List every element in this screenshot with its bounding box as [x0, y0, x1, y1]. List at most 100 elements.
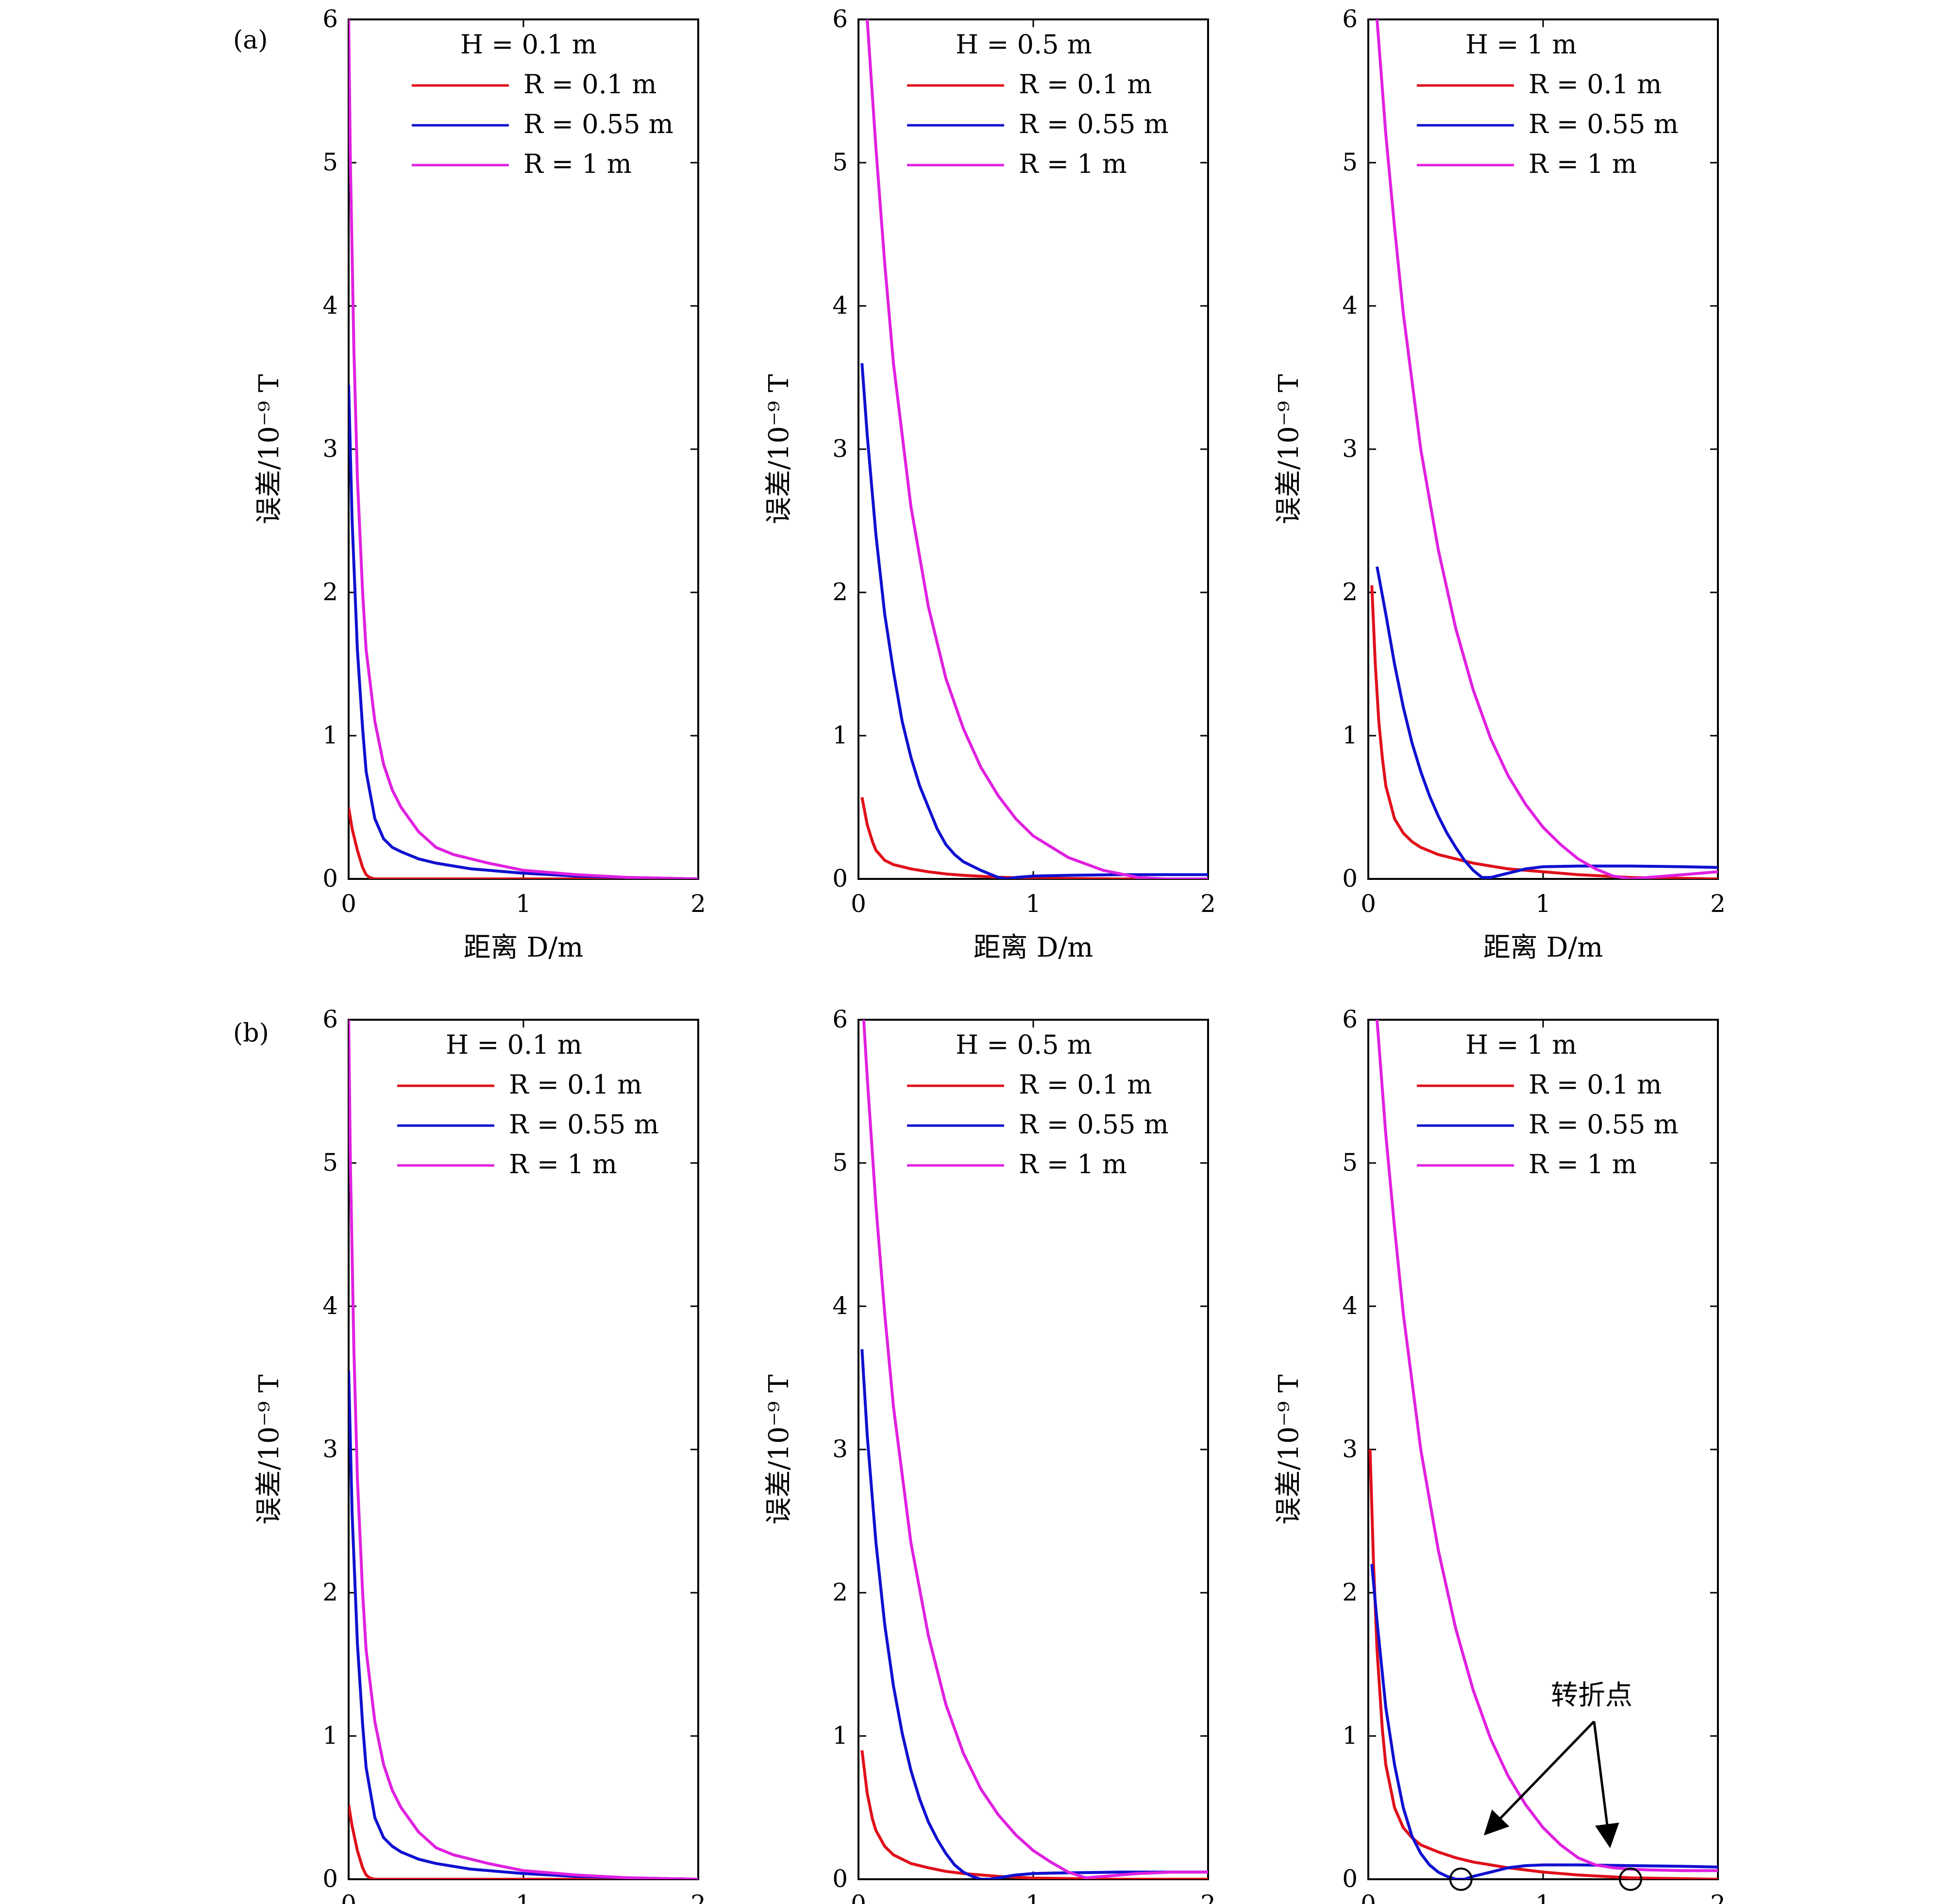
y-tick-label: 2	[832, 1578, 848, 1606]
legend-label-0: R = 0.1 m	[509, 1069, 642, 1100]
y-tick-label: 1	[1342, 721, 1358, 749]
legend-label-2: R = 1 m	[1529, 149, 1637, 179]
y-tick-label: 3	[322, 435, 338, 463]
y-tick-label: 0	[1342, 864, 1358, 893]
x-tick-label: 2	[1710, 890, 1726, 918]
series-line-1	[1376, 566, 1718, 879]
legend-title: H = 0.5 m	[956, 1029, 1092, 1060]
x-tick-label: 1	[516, 890, 531, 918]
y-tick-label: 6	[322, 5, 338, 33]
legend-label-2: R = 1 m	[509, 1149, 617, 1179]
x-tick-label: 2	[1200, 1890, 1216, 1904]
y-tick-label: 6	[832, 1005, 848, 1033]
y-tick-label: 3	[1342, 435, 1358, 463]
chart-panel-a-1: 0 1 2 3 4 5 6 0 1 2 距离 D/m 误差/10⁻⁹ T H = 0.5 m R = 0.…	[763, 5, 1216, 963]
y-tick-label: 1	[322, 721, 338, 749]
y-tick-label: 2	[1342, 1578, 1358, 1606]
y-axis-label: 误差/10⁻⁹ T	[763, 374, 795, 524]
x-tick-label: 0	[341, 890, 356, 918]
legend-label-0: R = 0.1 m	[523, 69, 656, 100]
series-line-2	[349, 19, 698, 879]
legend-label-0: R = 0.1 m	[1019, 69, 1152, 100]
y-tick-label: 4	[832, 291, 848, 320]
series-line-2	[866, 19, 1208, 879]
y-tick-label: 6	[1342, 1005, 1358, 1033]
annotation-arrow-1	[1593, 1721, 1619, 1849]
x-axis-label: 距离 D/m	[464, 932, 584, 963]
y-tick-label: 4	[1342, 291, 1358, 320]
legend-title: H = 0.1 m	[460, 29, 597, 60]
y-tick-label: 0	[1342, 1865, 1358, 1893]
legend-label-1: R = 0.55 m	[1019, 1109, 1169, 1140]
y-tick-label: 0	[832, 1865, 848, 1893]
series-line-1	[349, 1370, 698, 1879]
series-line-2	[1376, 1020, 1718, 1872]
y-tick-label: 3	[322, 1435, 338, 1463]
x-axis-label: 距离 D/m	[974, 932, 1093, 963]
series-line-1	[1370, 1564, 1718, 1879]
y-tick-label: 0	[322, 864, 338, 893]
series-line-2	[349, 1020, 698, 1879]
legend-label-1: R = 0.55 m	[1019, 109, 1169, 139]
x-tick-label: 1	[1535, 890, 1551, 918]
x-tick-label: 1	[516, 1890, 531, 1904]
series-line-0	[1370, 585, 1718, 879]
x-tick-label: 0	[1361, 1890, 1376, 1904]
legend-label-0: R = 0.1 m	[1529, 69, 1662, 100]
y-axis-label: 误差/10⁻⁹ T	[763, 1374, 795, 1524]
y-tick-label: 4	[322, 291, 338, 320]
legend-label-2: R = 1 m	[1019, 1149, 1127, 1179]
legend-label-0: R = 0.1 m	[1529, 1069, 1662, 1100]
legend-label-2: R = 1 m	[1529, 1149, 1637, 1179]
x-tick-label: 1	[1025, 890, 1041, 918]
annotation-label: 转折点	[1551, 1680, 1632, 1711]
y-tick-label: 0	[832, 864, 848, 893]
legend-title: H = 1 m	[1465, 1029, 1577, 1060]
y-tick-label: 5	[832, 148, 848, 176]
turning-point-circle-1	[1619, 1868, 1642, 1891]
turning-point-circle-0	[1449, 1868, 1473, 1891]
y-tick-label: 3	[832, 435, 848, 463]
legend-title: H = 1 m	[1465, 29, 1577, 60]
y-axis-label: 误差/10⁻⁹ T	[253, 1374, 285, 1524]
legend-title: H = 0.1 m	[446, 1029, 582, 1060]
y-axis-label: 误差/10⁻⁹ T	[1273, 374, 1305, 524]
x-tick-label: 0	[851, 890, 866, 918]
series-line-0	[349, 1804, 698, 1879]
y-tick-label: 5	[322, 1148, 338, 1177]
annotation-arrow-0	[1483, 1720, 1595, 1836]
x-tick-label: 2	[1710, 1890, 1726, 1904]
chart-panel-a-0: 0 1 2 3 4 5 6 0 1 2 距离 D/m 误差/10⁻⁹ T H = 0.1 m R = 0.…	[253, 5, 706, 963]
y-tick-label: 5	[1342, 1148, 1358, 1177]
series-line-1	[860, 1349, 1208, 1879]
series-line-2	[1376, 19, 1718, 879]
y-axis-label: 误差/10⁻⁹ T	[1273, 1374, 1305, 1524]
legend-label-0: R = 0.1 m	[1019, 1069, 1152, 1100]
y-tick-label: 2	[322, 1578, 338, 1606]
charts-container: 0 1 2 3 4 5 6 0 1 2 距离 D/m 误差/10⁻⁹ T H = 0.1 m R = 0.…	[253, 5, 1726, 1904]
y-tick-label: 5	[322, 148, 338, 176]
y-tick-label: 5	[832, 1148, 848, 1177]
y-tick-label: 1	[1342, 1721, 1358, 1750]
series-line-1	[349, 385, 698, 879]
y-tick-label: 6	[832, 5, 848, 33]
x-tick-label: 2	[690, 1890, 706, 1904]
y-tick-label: 4	[1342, 1292, 1358, 1320]
series-line-0	[860, 1750, 1208, 1879]
x-tick-label: 0	[851, 1890, 866, 1904]
x-tick-label: 1	[1535, 1890, 1551, 1904]
series-line-0	[860, 797, 1208, 879]
legend-label-2: R = 1 m	[523, 149, 632, 179]
legend-label-1: R = 0.55 m	[1529, 109, 1679, 139]
y-tick-label: 1	[832, 1721, 848, 1750]
y-tick-label: 3	[832, 1435, 848, 1463]
y-axis-label: 误差/10⁻⁹ T	[253, 374, 285, 524]
x-tick-label: 0	[1361, 890, 1376, 918]
y-tick-label: 1	[322, 1721, 338, 1750]
y-tick-label: 5	[1342, 148, 1358, 176]
panel-label-b: (b)	[233, 1019, 269, 1048]
